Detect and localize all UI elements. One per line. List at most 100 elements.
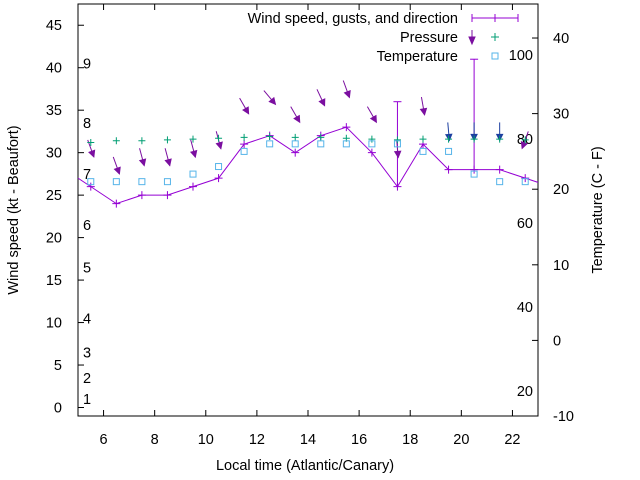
- pressure-point: [87, 138, 95, 146]
- wind-speed-line: [77, 126, 539, 205]
- wind-speed-point: [521, 174, 530, 183]
- temperature-point: [470, 170, 478, 178]
- wind-speed-point: [86, 182, 95, 191]
- y2-tick-label: 0: [553, 333, 561, 349]
- y-tick-label: 40: [46, 61, 62, 77]
- direction-arrow-head: [393, 150, 402, 159]
- plot-frame: [77, 3, 539, 417]
- pressure-point: [215, 134, 223, 142]
- direction-arrow-head: [113, 166, 121, 175]
- temperature-point: [393, 140, 401, 148]
- pressure-point: [240, 133, 248, 141]
- x-tick-label: 18: [402, 432, 418, 448]
- temperature-point: [138, 178, 146, 186]
- wind-speed-point: [189, 182, 197, 191]
- y-tick-label: 15: [46, 273, 62, 289]
- y-tick-label: 35: [46, 103, 62, 119]
- y-tick-label: 10: [46, 316, 62, 332]
- fahrenheit-label: 60: [517, 216, 533, 232]
- series-layer: [77, 58, 539, 208]
- y-tick-label: 5: [54, 358, 62, 374]
- pressure-point: [470, 135, 478, 143]
- pressure-point: [291, 133, 299, 141]
- temperature-point: [87, 178, 95, 186]
- beaufort-label: 8: [83, 116, 91, 132]
- temperature-point: [317, 140, 325, 148]
- pressure-point: [393, 136, 401, 144]
- wind-speed-point: [214, 174, 223, 183]
- legend: Wind speed, gusts, and direction Pressure…: [248, 11, 519, 65]
- temperature-point: [445, 147, 453, 155]
- x-tick-label: 20: [453, 432, 469, 448]
- temperature-point: [266, 140, 274, 148]
- temperature-point: [496, 178, 504, 186]
- pressure-point: [419, 135, 427, 143]
- direction-arrow-head: [242, 106, 250, 115]
- beaufort-label: 4: [83, 311, 91, 327]
- pressure-point: [317, 133, 325, 141]
- temperature-point: [521, 178, 529, 186]
- legend-swatch-direction-head: [468, 36, 476, 46]
- y-tick-label: 20: [46, 231, 62, 247]
- direction-arrow-head: [215, 141, 223, 150]
- x-tick-label: 10: [198, 432, 214, 448]
- pressure-point: [266, 133, 274, 141]
- pressure-point: [445, 135, 453, 143]
- x-tick-label: 22: [504, 432, 520, 448]
- pressure-point: [368, 135, 376, 143]
- beaufort-label: 1: [83, 392, 91, 408]
- legend-swatch-pressure: [491, 33, 499, 41]
- x-tick-label: 16: [351, 432, 367, 448]
- legend-label-wind: Wind speed, gusts, and direction: [248, 11, 458, 27]
- y2-tick-label: 10: [553, 258, 569, 274]
- pressure-point: [189, 135, 197, 143]
- beaufort-label: 9: [83, 56, 91, 72]
- wind-speed-point: [112, 199, 121, 208]
- beaufort-label: 5: [83, 260, 91, 276]
- y-tick-label: 0: [54, 401, 62, 417]
- temperature-point: [240, 147, 248, 155]
- pressure-point: [112, 137, 120, 145]
- direction-arrow-head: [88, 149, 96, 158]
- direction-arrow-head: [164, 158, 172, 167]
- legend-swatch-temperature: [491, 52, 499, 60]
- beaufort-label: 6: [83, 218, 91, 234]
- pressure-point: [163, 136, 171, 144]
- axes: 6 8 10 12 14 16 18 20 22051015202530354045-10010…: [46, 4, 574, 448]
- direction-arrow-head: [293, 114, 301, 124]
- wind-speed-point: [495, 165, 504, 174]
- x-tick-label: 12: [249, 432, 265, 448]
- y-axis-label: Wind speed (kt - Beaufort): [6, 125, 22, 294]
- beaufort-label: 2: [83, 371, 91, 387]
- direction-arrow-head: [268, 96, 277, 106]
- y2-tick-label: 40: [553, 31, 569, 47]
- wind-speed-point: [163, 191, 172, 200]
- pressure-point: [138, 137, 146, 145]
- wind-speed-point: [240, 140, 249, 149]
- y-tick-label: 25: [46, 188, 62, 204]
- temperature-point: [291, 140, 299, 148]
- wind-speed-point: [444, 165, 453, 174]
- beaufort-label: 7: [83, 167, 91, 183]
- temperature-point: [163, 178, 171, 186]
- beaufort-label: 3: [83, 345, 91, 361]
- direction-arrow-head: [318, 98, 326, 107]
- direction-arrow-head: [138, 158, 147, 167]
- y2-tick-label: 30: [553, 107, 569, 123]
- legend-label-temperature: Temperature: [377, 49, 458, 65]
- direction-arrow-head: [189, 149, 198, 159]
- direction-arrow-head: [419, 107, 428, 116]
- fahrenheit-label: 40: [517, 300, 533, 316]
- x-tick-label: 8: [151, 432, 159, 448]
- direction-arrow-head: [343, 89, 351, 99]
- temperature-point: [189, 170, 197, 178]
- fahrenheit-label: 20: [517, 384, 533, 400]
- wind-speed-point: [342, 123, 351, 132]
- wind-speed-point: [137, 191, 146, 200]
- y-tick-label: 30: [46, 146, 62, 162]
- temperature-point: [419, 147, 427, 155]
- y2-tick-label: 20: [553, 182, 569, 198]
- y-tick-label: 45: [46, 18, 62, 34]
- temperature-point: [112, 178, 120, 186]
